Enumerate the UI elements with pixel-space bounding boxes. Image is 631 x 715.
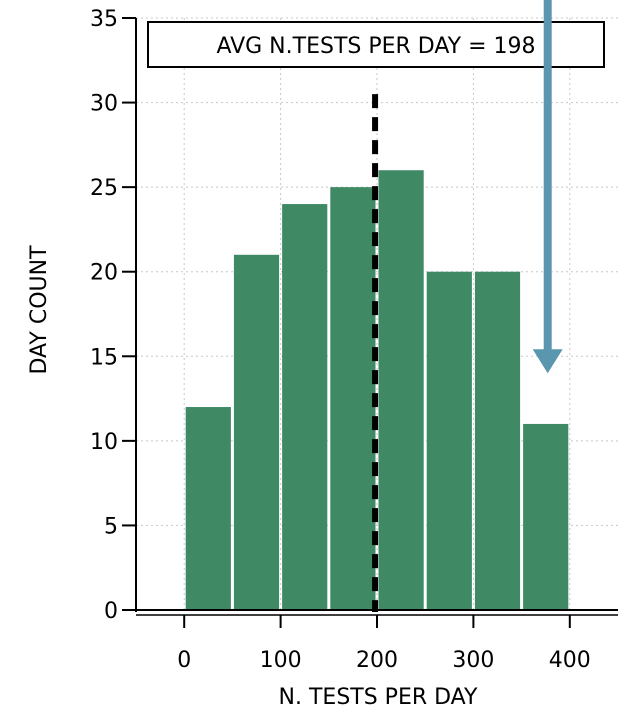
y-tick-label-0: 0: [104, 599, 118, 624]
y-axis-title: DAY COUNT: [27, 245, 52, 375]
histogram-bar-3: [330, 187, 376, 610]
histogram-bar-0: [185, 407, 231, 610]
y-tick-label-2: 10: [90, 430, 118, 455]
histogram-bar-6: [474, 271, 521, 610]
histogram-bar-7: [523, 423, 569, 610]
x-tick-label-1: 100: [260, 648, 302, 673]
y-tick-label-5: 25: [90, 176, 118, 201]
bars: [185, 170, 569, 611]
annotation-label: AVG N.TESTS PER DAY = 198: [216, 34, 535, 59]
histogram-bar-4: [378, 170, 424, 610]
histogram-bar-2: [282, 204, 328, 611]
x-tick-label-3: 300: [452, 648, 494, 673]
y-tick-label-1: 5: [104, 514, 118, 539]
y-tick-label-6: 30: [90, 92, 118, 117]
histogram-bar-1: [233, 254, 280, 611]
x-tick-label-4: 400: [549, 648, 591, 673]
x-tick-label-2: 200: [356, 648, 398, 673]
y-tick-label-4: 20: [90, 261, 118, 286]
histogram-bar-5: [426, 271, 472, 610]
tick-labels: 0 5 10 15 20 25 30 35 0 100 200 300 400: [90, 7, 591, 673]
x-tick-label-0: 0: [177, 648, 191, 673]
y-tick-label-3: 15: [90, 345, 118, 370]
arrow-head: [532, 349, 563, 374]
annotation-group: AVG N.TESTS PER DAY = 198: [147, 21, 605, 68]
x-axis-title: N. TESTS PER DAY: [279, 685, 478, 710]
axes: [122, 17, 618, 628]
y-tick-label-7: 35: [90, 7, 118, 32]
arrow-group: [532, 0, 563, 374]
annotation-box: [147, 21, 605, 68]
